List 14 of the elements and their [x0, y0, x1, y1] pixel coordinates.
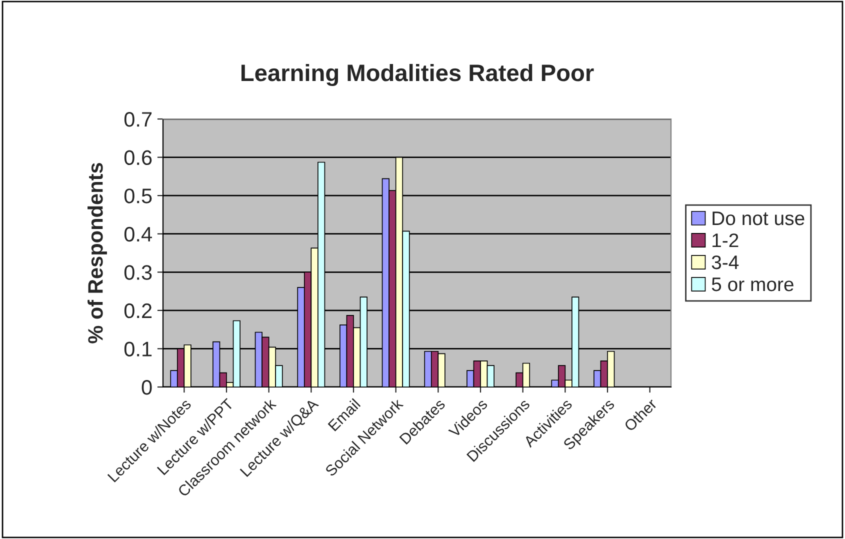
- y-tick-label: 0.4: [124, 226, 152, 242]
- y-tick-label: 0.2: [124, 303, 152, 318]
- y-tick-label: 0.7: [124, 112, 152, 127]
- legend-label: 1-2: [712, 233, 738, 248]
- legend-label: 3-4: [712, 255, 739, 270]
- y-tick-label: 0: [142, 380, 152, 395]
- y-tick-label: 0.1: [124, 342, 152, 356]
- legend-label: Do not use: [712, 212, 804, 226]
- y-tick-label: 0.6: [124, 150, 152, 166]
- y-tick-label: 0.5: [124, 188, 152, 204]
- chart-title: Learning Modalities Rated Poor: [241, 64, 594, 86]
- legend-label: 5 or more: [712, 278, 794, 292]
- y-tick-label: 0.3: [124, 265, 152, 280]
- y-axis-title: % of Respondents: [88, 162, 107, 344]
